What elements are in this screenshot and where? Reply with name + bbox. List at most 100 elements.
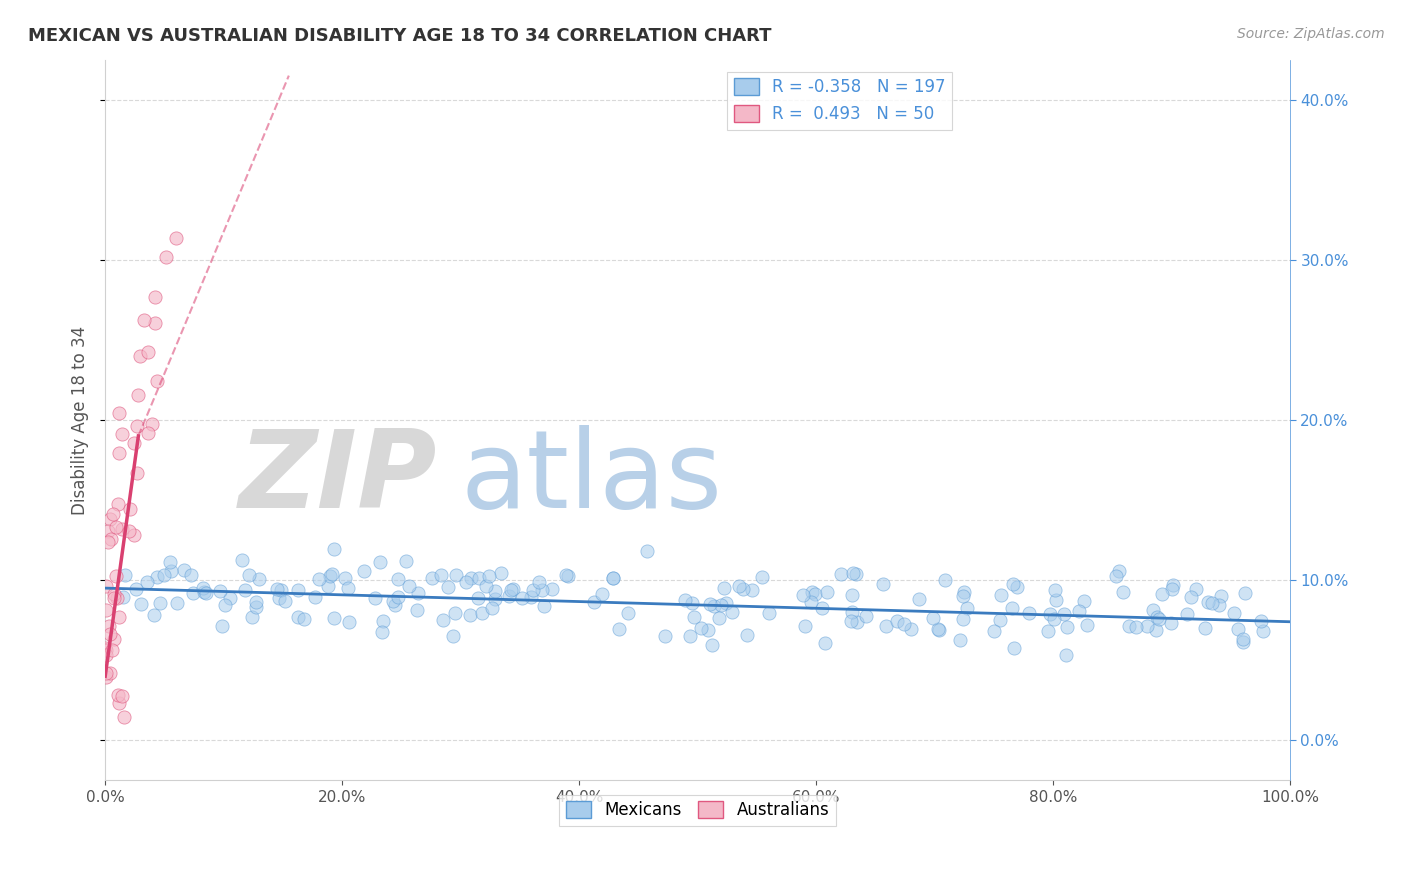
Point (173, 563, 195, 577)
Point (353, 564, 375, 578)
Point (149, 596, 172, 610)
Point (792, 588, 814, 602)
Point (1105, 569, 1128, 583)
Point (699, 597, 721, 611)
Point (557, 568, 579, 582)
Point (136, 345, 159, 359)
Point (1069, 604, 1091, 618)
Point (475, 580, 498, 594)
Text: atlas: atlas (461, 425, 723, 531)
Point (1125, 619, 1147, 633)
Point (103, 587, 125, 601)
Text: ZIP: ZIP (239, 425, 437, 531)
Y-axis label: Disability Age 18 to 34: Disability Age 18 to 34 (72, 326, 89, 515)
Point (127, 388, 149, 402)
Point (952, 612, 974, 626)
Point (751, 569, 773, 583)
Point (160, 564, 183, 578)
Point (830, 566, 852, 581)
Point (512, 591, 534, 606)
Point (934, 573, 956, 587)
Point (956, 601, 979, 615)
Point (1045, 582, 1067, 597)
Point (96, 648, 118, 662)
Point (103, 632, 125, 646)
Point (460, 571, 482, 585)
Point (1076, 617, 1098, 632)
Point (533, 599, 555, 613)
Point (520, 590, 543, 604)
Point (689, 622, 711, 636)
Point (927, 622, 949, 636)
Point (111, 689, 134, 703)
Point (146, 570, 169, 584)
Legend: Mexicans, Australians: Mexicans, Australians (560, 795, 837, 826)
Point (195, 586, 218, 600)
Point (107, 610, 129, 624)
Point (793, 619, 815, 633)
Point (484, 583, 506, 598)
Point (721, 605, 744, 619)
Point (245, 600, 267, 615)
Point (741, 582, 763, 597)
Point (94, 602, 117, 616)
Point (193, 584, 215, 599)
Point (1144, 623, 1167, 637)
Point (716, 596, 738, 610)
Point (107, 689, 129, 703)
Point (499, 583, 522, 598)
Point (143, 290, 166, 304)
Point (381, 594, 404, 608)
Point (245, 595, 267, 609)
Point (101, 643, 124, 657)
Point (333, 571, 356, 585)
Point (406, 585, 429, 599)
Point (531, 583, 554, 598)
Point (728, 579, 751, 593)
Point (1002, 641, 1025, 656)
Point (1146, 609, 1168, 624)
Point (908, 592, 931, 607)
Point (683, 610, 706, 624)
Point (498, 589, 520, 603)
Point (128, 349, 150, 363)
Point (436, 580, 458, 594)
Point (1223, 606, 1246, 620)
Point (1234, 585, 1257, 599)
Point (471, 606, 494, 620)
Point (337, 615, 360, 629)
Point (316, 579, 339, 593)
Point (872, 577, 894, 591)
Point (1073, 594, 1095, 608)
Point (673, 592, 696, 607)
Point (387, 590, 409, 604)
Point (617, 606, 640, 620)
Point (1152, 587, 1174, 601)
Point (1039, 607, 1062, 621)
Point (922, 611, 945, 625)
Point (141, 417, 163, 431)
Point (105, 520, 128, 534)
Point (478, 569, 501, 583)
Point (219, 591, 242, 606)
Point (846, 615, 869, 629)
Point (458, 608, 481, 623)
Point (710, 598, 733, 612)
Point (529, 575, 551, 590)
Point (321, 567, 343, 582)
Point (114, 568, 136, 582)
Point (387, 572, 409, 586)
Point (679, 629, 702, 643)
Point (165, 231, 187, 245)
Point (118, 524, 141, 538)
Point (900, 622, 922, 636)
Point (1147, 612, 1170, 626)
Point (180, 567, 202, 582)
Point (214, 598, 236, 612)
Point (841, 587, 863, 601)
Point (371, 614, 394, 628)
Point (1175, 607, 1198, 621)
Point (481, 601, 503, 615)
Point (96, 670, 118, 684)
Point (308, 572, 330, 586)
